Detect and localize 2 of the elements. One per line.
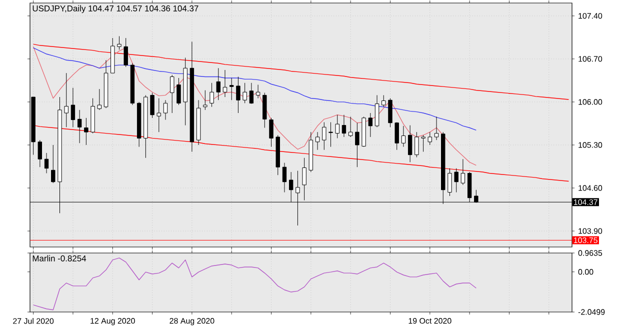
chart-title: USDJPY,Daily 104.47 104.57 104.36 104.37 (32, 5, 198, 14)
chart-title: Marlin -0.8254 (32, 255, 86, 262)
